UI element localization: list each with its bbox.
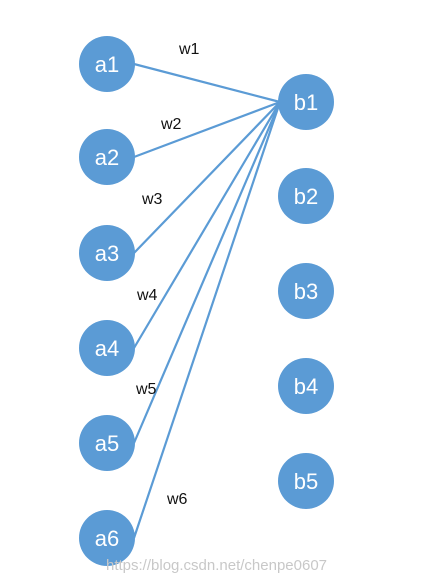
weight-label-w1: w1 bbox=[178, 41, 200, 58]
node-b2-circle bbox=[278, 168, 334, 224]
edge-a2-b1 bbox=[133, 100, 281, 159]
node-a5-label: a5 bbox=[95, 431, 119, 456]
node-b3: b3 bbox=[278, 263, 334, 319]
node-b1: b1 bbox=[278, 74, 334, 130]
node-a4-label: a4 bbox=[95, 336, 119, 361]
node-a1-label: a1 bbox=[95, 52, 119, 77]
edge-a4-b1 bbox=[133, 101, 281, 349]
edge-a1-b1 bbox=[133, 62, 281, 104]
node-b1-label: b1 bbox=[294, 90, 318, 115]
node-a2-circle bbox=[79, 129, 135, 185]
weight-label-w6: w6 bbox=[166, 491, 188, 508]
edge-a5-b1 bbox=[132, 101, 282, 444]
watermark-text: https://blog.csdn.net/chenpe0607 bbox=[106, 557, 327, 574]
weight-label-w5: w5 bbox=[135, 381, 157, 398]
node-a6-label: a6 bbox=[95, 526, 119, 551]
node-a5: a5 bbox=[79, 415, 135, 471]
node-b5-label: b5 bbox=[294, 469, 318, 494]
node-b3-label: b3 bbox=[294, 279, 318, 304]
weight-label-w2: w2 bbox=[160, 116, 182, 133]
edge-a3-b1 bbox=[133, 101, 281, 254]
edge-a6-b1 bbox=[132, 101, 282, 539]
node-a3-label: a3 bbox=[95, 241, 119, 266]
node-a1-circle bbox=[79, 36, 135, 92]
node-b1-circle bbox=[278, 74, 334, 130]
node-a6: a6 bbox=[79, 510, 135, 566]
node-a5-circle bbox=[79, 415, 135, 471]
node-b4-label: b4 bbox=[294, 374, 318, 399]
node-a6-circle bbox=[79, 510, 135, 566]
node-b2: b2 bbox=[278, 168, 334, 224]
node-a2: a2 bbox=[79, 129, 135, 185]
node-b5: b5 bbox=[278, 453, 334, 509]
weight-label-w4: w4 bbox=[136, 287, 158, 304]
node-b5-circle bbox=[278, 453, 334, 509]
node-a4-circle bbox=[79, 320, 135, 376]
node-b4: b4 bbox=[278, 358, 334, 414]
node-a3: a3 bbox=[79, 225, 135, 281]
node-b3-circle bbox=[278, 263, 334, 319]
weight-label-w3: w3 bbox=[141, 191, 163, 208]
node-a2-label: a2 bbox=[95, 145, 119, 170]
node-a4: a4 bbox=[79, 320, 135, 376]
node-a1: a1 bbox=[79, 36, 135, 92]
node-a3-circle bbox=[79, 225, 135, 281]
node-b2-label: b2 bbox=[294, 184, 318, 209]
node-b4-circle bbox=[278, 358, 334, 414]
